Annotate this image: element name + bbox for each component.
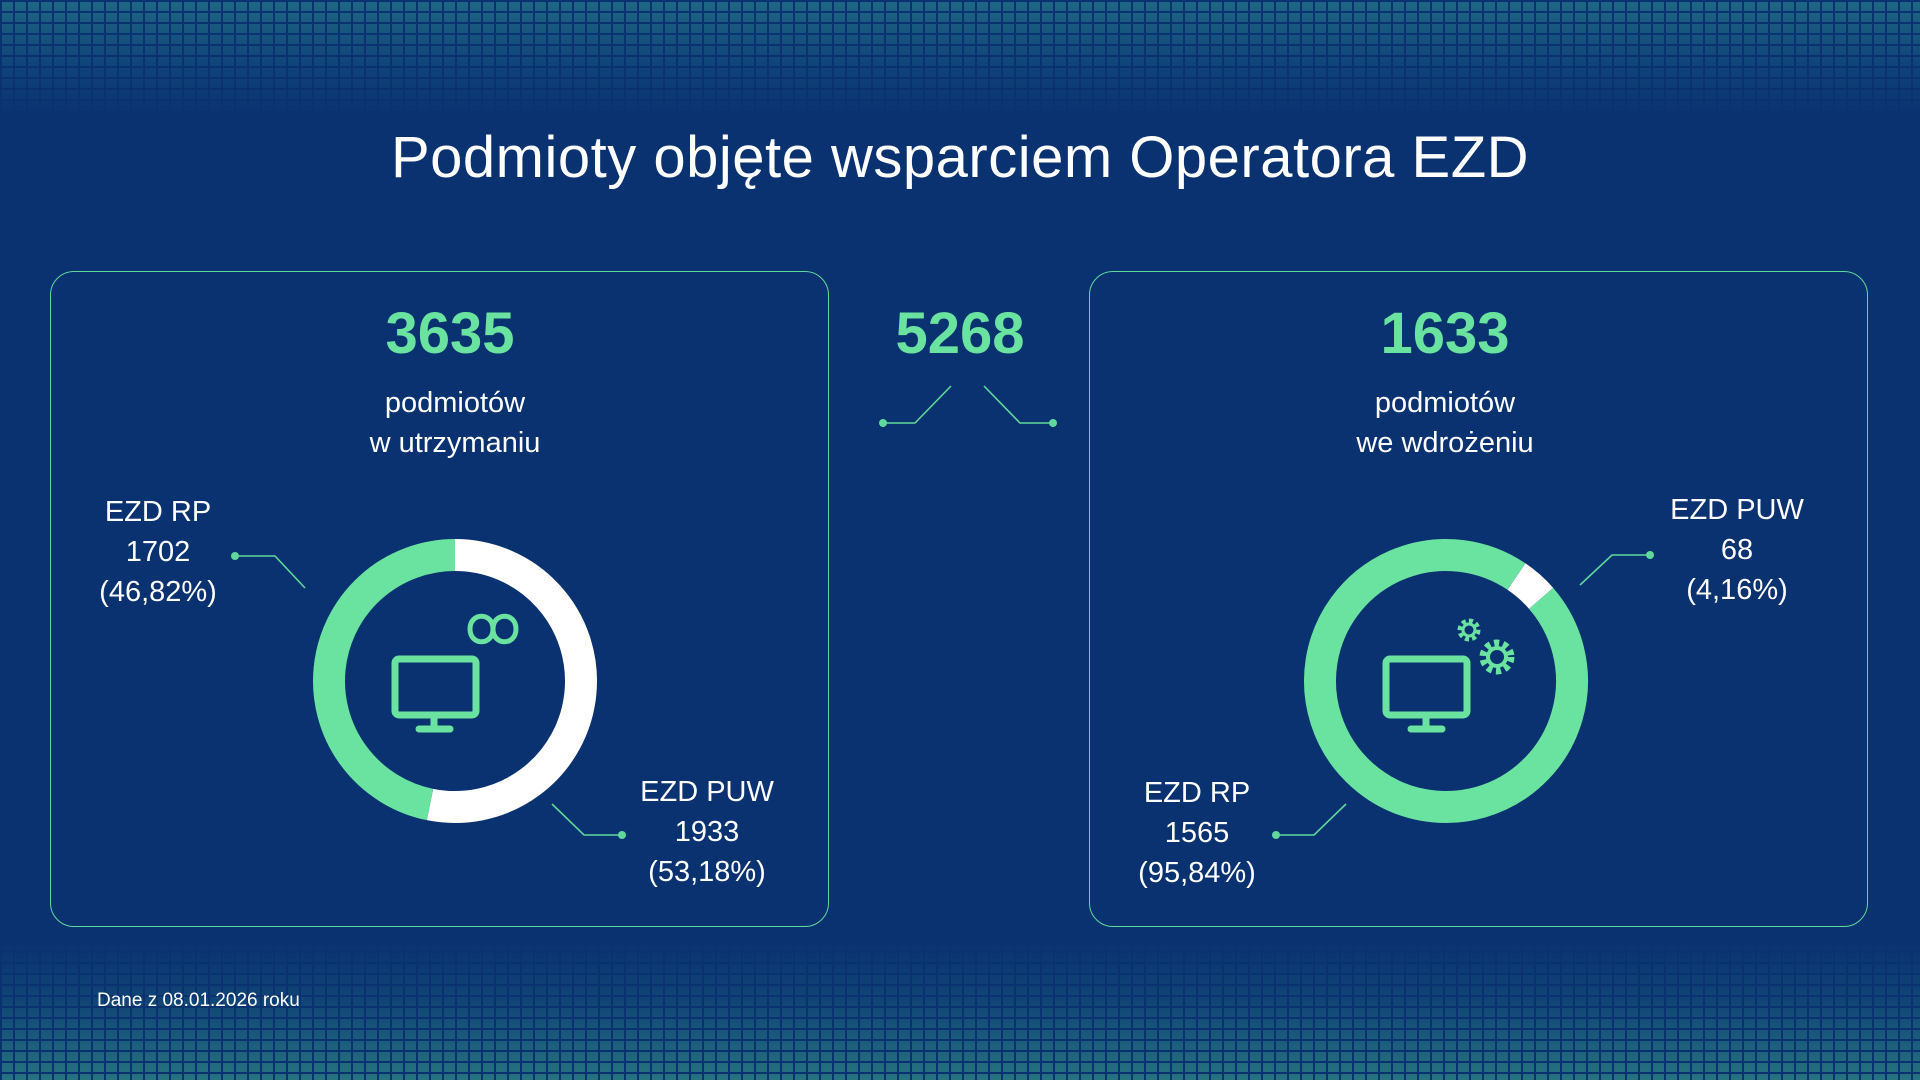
implementation-subtitle: podmiotów we wdrożeniu (1285, 383, 1605, 463)
donut-segment-ezd-puw (426, 539, 597, 823)
monitor-icon (1382, 655, 1471, 733)
implementation-subtitle-line1: podmiotów (1374, 387, 1516, 419)
implementation-subtitle-line2: we wdrożeniu (1356, 427, 1534, 459)
panel-maintenance (50, 271, 829, 927)
maintenance-ezd-puw-value: 1933 (674, 816, 740, 848)
maintenance-subtitle-line1: podmiotów (384, 387, 526, 419)
donut-segment-ezd-rp (313, 539, 456, 821)
leader-line-total-left (879, 385, 952, 427)
maintenance-ezd-puw-percent: (53,18%) (648, 856, 766, 888)
leader-line-maintenance-ezd-puw (551, 803, 626, 839)
implementation-count: 1633 (1380, 301, 1510, 366)
implementation-ezd-rp-label: EZD RP 1565 (95,84%) (1087, 773, 1307, 893)
maintenance-count: 3635 (385, 301, 515, 366)
panel-implementation (1089, 271, 1868, 927)
bottom-pattern-decoration (0, 940, 1920, 1080)
total-count: 5268 (895, 301, 1025, 366)
gear-icon (1479, 639, 1515, 675)
infinity-icon (467, 613, 519, 645)
top-pattern-decoration (0, 0, 1920, 118)
donut-chart-maintenance (313, 539, 597, 823)
maintenance-ezd-puw-name: EZD PUW (640, 776, 774, 808)
gear-icon (1457, 618, 1481, 642)
leader-line-total-right (983, 385, 1057, 427)
implementation-ezd-puw-name: EZD PUW (1670, 494, 1804, 526)
maintenance-ezd-rp-value: 1702 (125, 536, 191, 568)
data-date-footnote: Dane z 08.01.2026 roku (97, 990, 300, 1011)
implementation-ezd-puw-value: 68 (1720, 534, 1754, 566)
maintenance-subtitle-line2: w utrzymaniu (369, 427, 541, 459)
implementation-ezd-puw-percent: (4,16%) (1686, 574, 1788, 606)
leader-line-implementation-ezd-puw (1579, 551, 1654, 586)
maintenance-ezd-rp-label: EZD RP 1702 (46,82%) (48, 492, 268, 612)
maintenance-subtitle: podmiotów w utrzymaniu (295, 383, 615, 463)
maintenance-ezd-rp-percent: (46,82%) (99, 576, 217, 608)
donut-chart-implementation (1304, 539, 1588, 823)
maintenance-ezd-puw-label: EZD PUW 1933 (53,18%) (597, 772, 817, 892)
leader-line-implementation-ezd-rp (1272, 803, 1347, 839)
leader-line-maintenance-ezd-rp (231, 552, 306, 589)
monitor-icon (391, 655, 480, 733)
implementation-ezd-rp-percent: (95,84%) (1138, 857, 1256, 889)
implementation-ezd-puw-label: EZD PUW 68 (4,16%) (1627, 490, 1847, 610)
maintenance-ezd-rp-name: EZD RP (104, 496, 212, 528)
page-title: Podmioty objęte wsparciem Operatora EZD (390, 125, 1530, 190)
donut-segment-ezd-puw (1507, 563, 1554, 610)
implementation-ezd-rp-name: EZD RP (1143, 777, 1251, 809)
implementation-ezd-rp-value: 1565 (1164, 817, 1230, 849)
donut-segment-ezd-rp (1304, 539, 1588, 823)
